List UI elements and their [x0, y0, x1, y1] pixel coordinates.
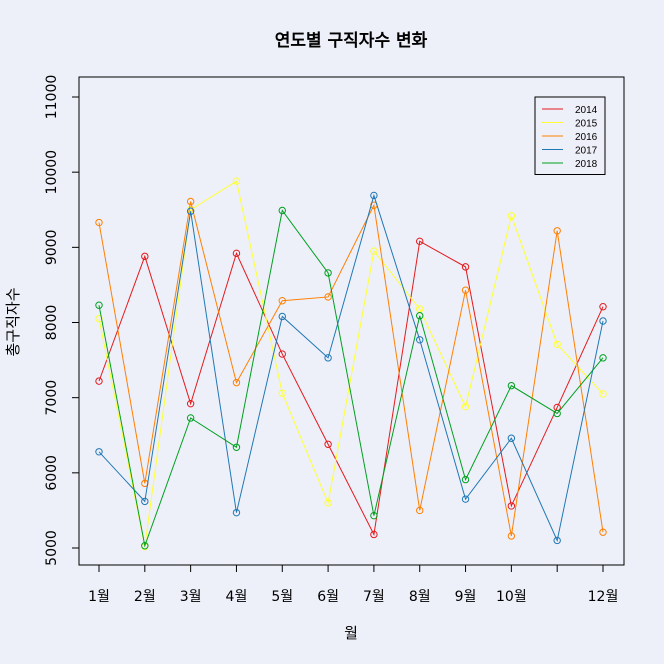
- series-line: [98, 193, 604, 543]
- data-point: [141, 497, 149, 506]
- data-point: [507, 434, 516, 442]
- data-point: [461, 286, 470, 294]
- data-point: [416, 506, 424, 515]
- y-tick-label: 8000: [44, 305, 60, 341]
- data-point: [232, 508, 241, 517]
- legend-label: 2017: [575, 146, 598, 157]
- x-tick-label: 6월: [317, 589, 339, 605]
- data-point: [141, 252, 149, 261]
- data-point: [599, 390, 607, 398]
- x-tick-label: 2월: [134, 589, 156, 605]
- data-point: [95, 377, 103, 385]
- y-tick-label: 11000: [44, 75, 60, 120]
- x-tick-label: 7월: [363, 589, 385, 605]
- x-tick-label: 4월: [226, 589, 248, 605]
- series-2014: [95, 237, 607, 539]
- series-line: [98, 209, 604, 548]
- series-2016: [95, 197, 607, 540]
- data-point: [416, 312, 424, 320]
- data-point: [278, 206, 286, 215]
- series-line: [98, 180, 604, 547]
- data-point: [324, 354, 332, 362]
- y-tick-label: 7000: [44, 380, 60, 416]
- series-line: [98, 240, 604, 537]
- data-point: [416, 237, 424, 246]
- data-point: [324, 440, 332, 448]
- data-point: [461, 402, 470, 411]
- data-point: [507, 212, 516, 220]
- legend-label: 2015: [575, 119, 598, 130]
- data-point: [553, 536, 561, 545]
- legend-label: 2016: [575, 132, 598, 143]
- x-tick-label: 8월: [409, 589, 431, 605]
- x-tick-label: 12월: [588, 589, 619, 605]
- series-2017: [95, 191, 607, 545]
- data-point: [370, 511, 378, 520]
- series-line: [98, 201, 604, 537]
- data-point: [599, 317, 607, 325]
- y-tick-label: 10000: [44, 150, 60, 195]
- x-tick-label: 1월: [88, 589, 110, 605]
- data-point: [232, 177, 241, 185]
- data-point: [186, 207, 195, 215]
- data-point: [278, 389, 286, 397]
- data-point: [186, 414, 195, 422]
- data-point: [599, 303, 607, 311]
- data-point: [95, 448, 103, 456]
- data-point: [553, 227, 561, 235]
- data-point: [461, 495, 470, 503]
- data-point: [461, 475, 470, 484]
- x-axis: 1월 2월 3월 4월 5월 6월 7월 8월 9월 10월 12월: [88, 564, 619, 605]
- data-point: [232, 378, 241, 387]
- series-layer: [95, 177, 607, 551]
- data-point: [553, 340, 561, 348]
- data-point: [324, 293, 332, 301]
- x-tick-label: 10월: [496, 589, 527, 605]
- y-axis: 5000 6000 7000 8000 9000 10000 11000: [44, 75, 80, 566]
- data-point: [278, 312, 286, 321]
- data-point: [599, 354, 607, 362]
- data-point: [278, 350, 286, 358]
- data-point: [95, 315, 103, 323]
- legend-label: 2014: [575, 105, 598, 116]
- series-2018: [95, 206, 607, 550]
- y-tick-label: 9000: [44, 230, 60, 266]
- data-point: [324, 499, 332, 507]
- data-point: [186, 399, 195, 408]
- chart-title: 연도별 구직자수 변화: [275, 31, 428, 51]
- data-point: [599, 528, 607, 536]
- data-point: [95, 301, 103, 309]
- x-tick-label: 3월: [180, 589, 202, 605]
- x-axis-label: 월: [344, 624, 358, 642]
- legend-label: 2018: [575, 159, 598, 170]
- data-point: [507, 532, 516, 540]
- data-point: [186, 197, 195, 206]
- data-point: [141, 542, 149, 550]
- data-point: [232, 249, 241, 258]
- data-point: [324, 269, 332, 277]
- data-point: [461, 263, 470, 271]
- data-point: [507, 381, 516, 390]
- y-axis-label: 총구직자수: [4, 287, 22, 356]
- x-tick-label: 9월: [455, 589, 477, 605]
- data-point: [370, 191, 378, 200]
- data-point: [507, 502, 516, 510]
- data-point: [278, 297, 286, 305]
- legend: 2014 2015 2016 2017 2018: [534, 96, 606, 175]
- data-point: [370, 530, 378, 539]
- data-point: [370, 247, 378, 255]
- x-tick-label: 5월: [271, 589, 293, 605]
- data-point: [416, 336, 424, 344]
- data-point: [232, 443, 241, 451]
- series-2015: [95, 177, 607, 551]
- y-tick-label: 6000: [44, 455, 60, 491]
- y-tick-label: 5000: [44, 530, 60, 566]
- data-point: [95, 218, 103, 227]
- data-point: [553, 409, 561, 418]
